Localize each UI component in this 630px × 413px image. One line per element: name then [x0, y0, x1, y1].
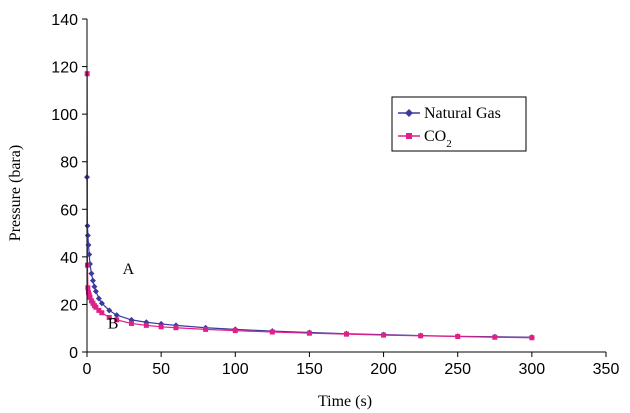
y-tick-label: 140 [51, 12, 78, 29]
data-point [418, 333, 424, 339]
x-tick-label: 200 [370, 361, 397, 378]
data-point [143, 322, 149, 328]
data-point [93, 304, 99, 310]
axes: 0 50 100 150 200 250 300 350 0 20 40 60 80 100 120 140 [51, 12, 619, 378]
data-point [128, 320, 134, 326]
data-point [203, 326, 209, 332]
legend-swatch-marker [405, 109, 413, 117]
x-tick-label: 50 [152, 361, 170, 378]
data-point [344, 331, 349, 337]
data-point [306, 330, 312, 336]
legend-swatch-marker [406, 133, 412, 139]
data-point [381, 332, 387, 338]
annotation-a: A [123, 261, 135, 278]
y-tick-label: 100 [51, 107, 78, 124]
legend: Natural Gas CO2 [391, 96, 527, 152]
y-tick-label: 0 [69, 345, 78, 362]
data-point [87, 294, 93, 300]
data-point [91, 283, 98, 290]
x-tick-label: 250 [444, 361, 471, 378]
y-tick-label: 80 [60, 155, 78, 172]
data-point [106, 307, 113, 314]
data-point [455, 334, 461, 340]
y-axis-label: Pressure (bara) [7, 145, 24, 241]
series-line [86, 177, 532, 338]
annotation-b: B [108, 315, 119, 332]
annotations: AB [108, 261, 135, 333]
data-point [269, 329, 275, 335]
data-point [85, 241, 92, 248]
data-point [232, 328, 238, 334]
y-tick-label: 40 [60, 250, 78, 267]
x-tick-label: 0 [83, 361, 92, 378]
data-point [98, 300, 105, 307]
legend-label: Natural Gas [424, 105, 501, 122]
x-axis-label: Time (s) [318, 393, 372, 410]
x-tick-label: 150 [296, 361, 323, 378]
x-tick-label: 100 [222, 361, 249, 378]
legend-label: CO2 [424, 128, 452, 150]
x-tick-label: 300 [519, 361, 546, 378]
data-point [85, 285, 91, 291]
series-co2 [84, 71, 535, 341]
data-point [114, 317, 120, 323]
data-point [88, 270, 95, 277]
data-point [529, 335, 535, 341]
legend-label-subscript: 2 [446, 138, 452, 150]
data-point [113, 312, 120, 319]
x-tick-label: 350 [593, 361, 620, 378]
data-point [92, 288, 99, 295]
legend-label-main: CO [424, 128, 446, 145]
data-point [99, 310, 105, 316]
data-point [96, 307, 102, 313]
series-layer [84, 71, 535, 341]
data-point [173, 325, 179, 331]
legend-box [391, 96, 527, 152]
data-point [95, 295, 102, 302]
y-tick-label: 20 [60, 297, 78, 314]
series-natural-gas [84, 174, 535, 341]
data-point [158, 324, 164, 330]
data-point [89, 277, 96, 284]
data-point [492, 334, 498, 340]
data-point [106, 315, 112, 321]
y-tick-label: 120 [51, 60, 78, 77]
y-tick-label: 60 [60, 202, 78, 219]
